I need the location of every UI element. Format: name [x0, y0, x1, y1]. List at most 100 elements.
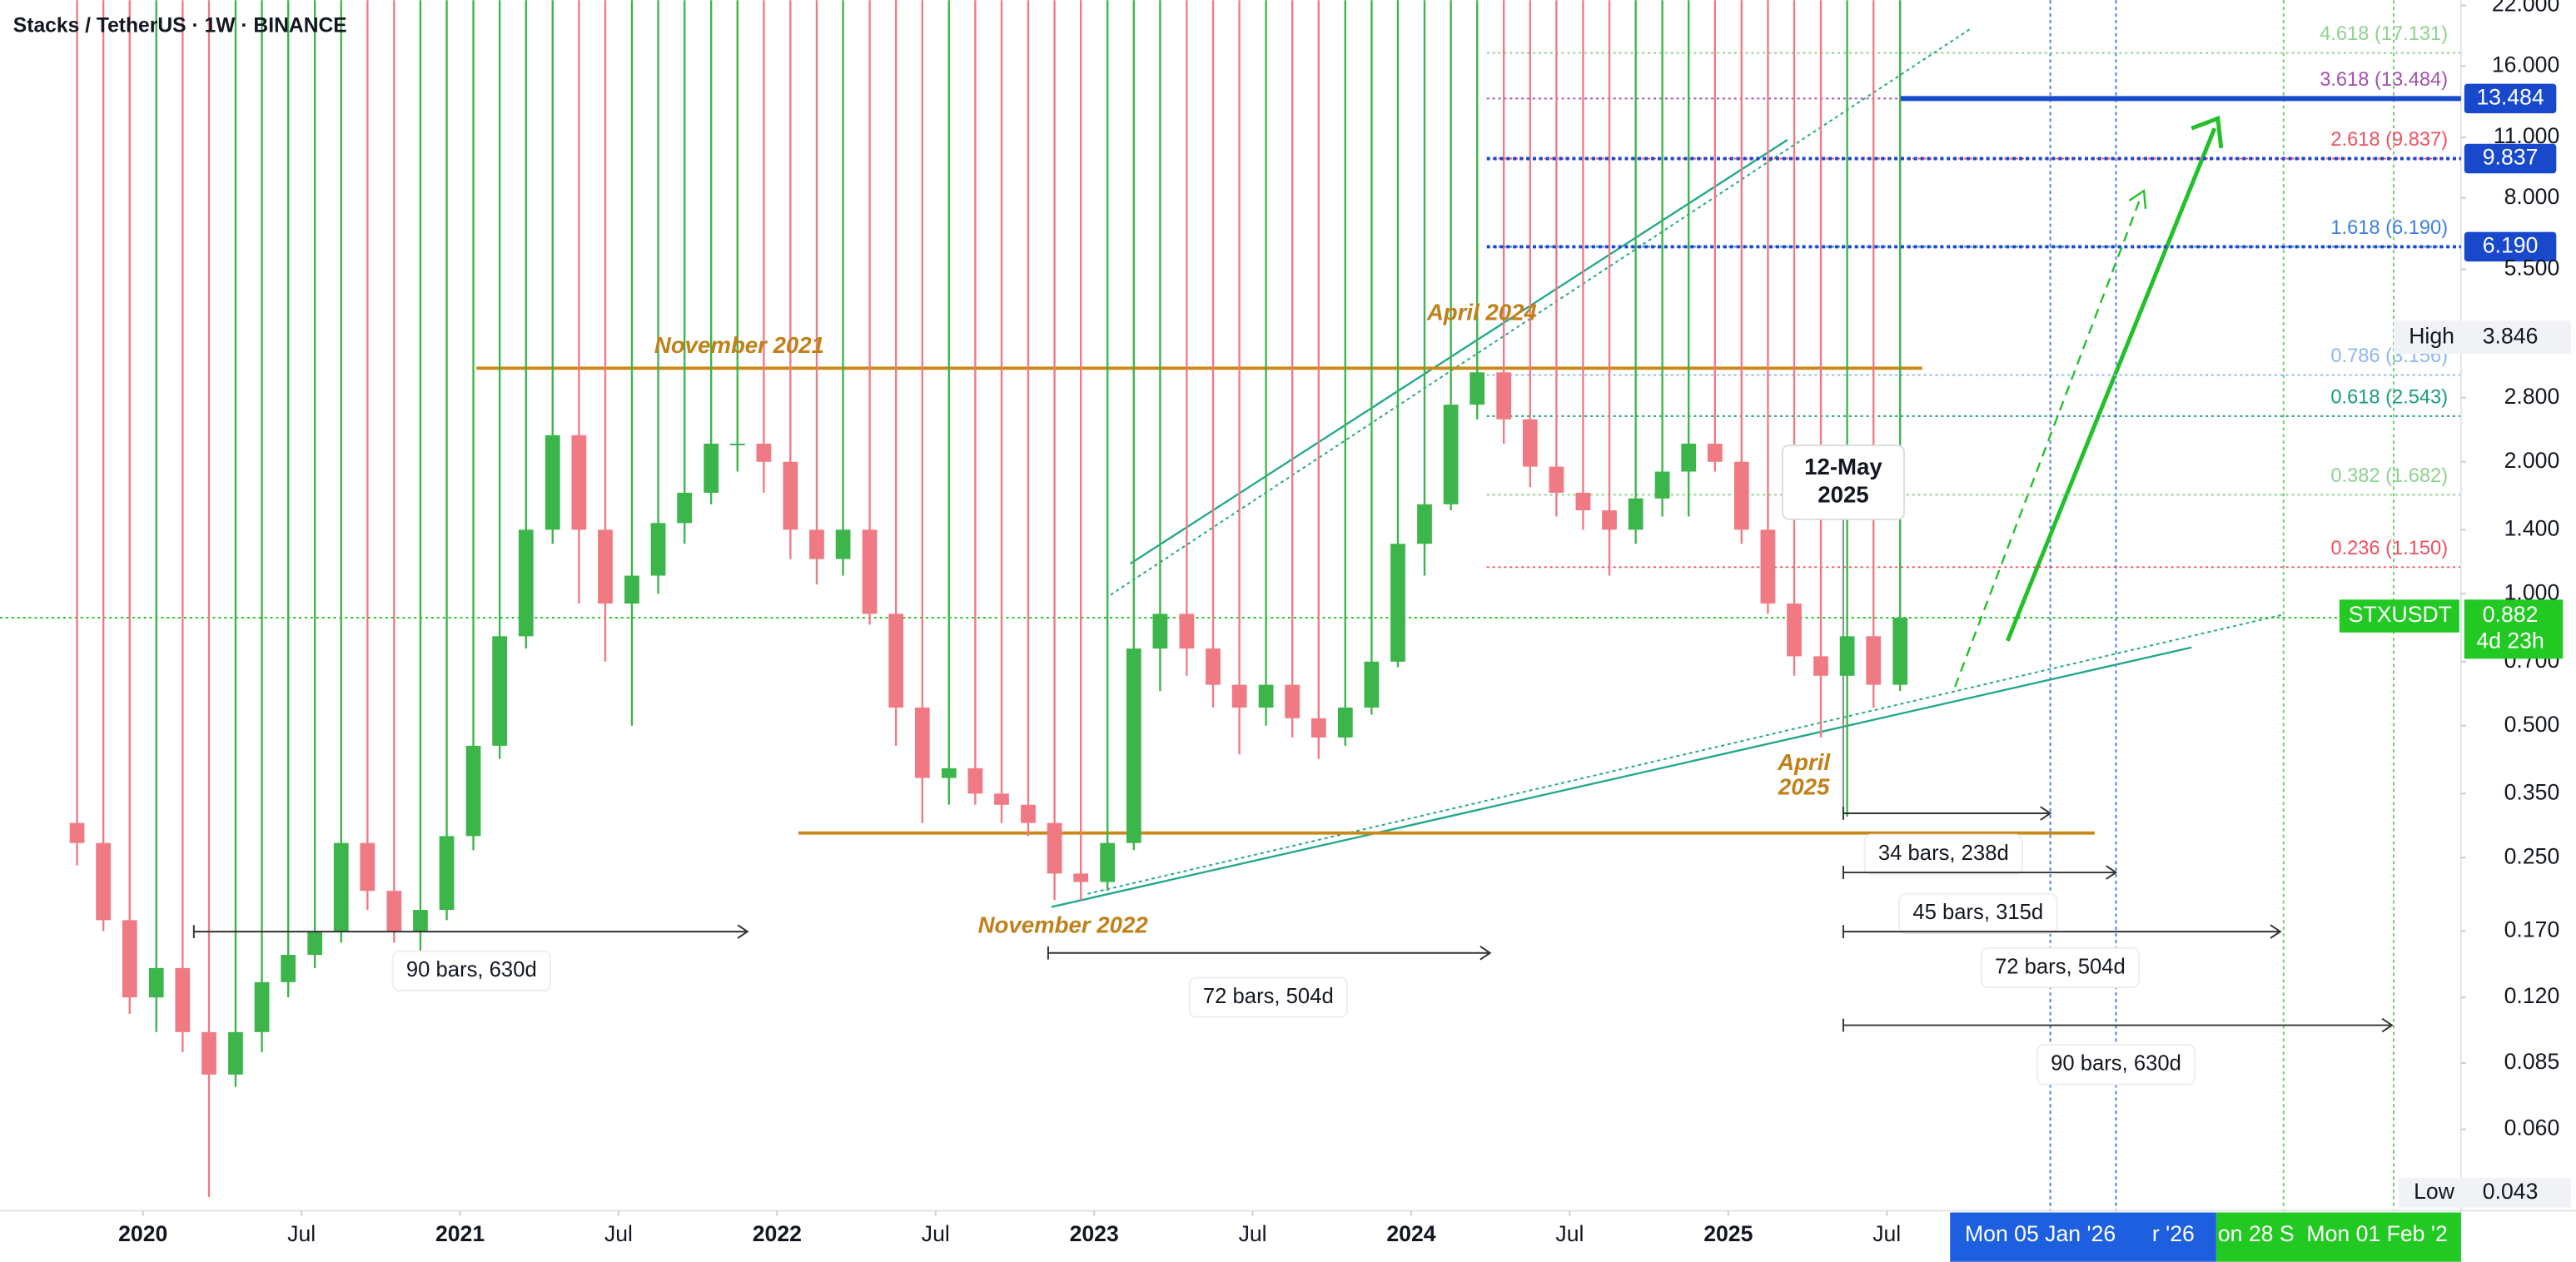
trend-line	[1110, 27, 1972, 596]
candle-body	[386, 891, 402, 932]
candle-body	[1258, 684, 1274, 708]
candle-body	[914, 707, 930, 778]
range-label: 72 bars, 504d	[1203, 985, 1334, 1008]
target-arrow	[2005, 127, 2217, 642]
candle-body	[1337, 707, 1353, 738]
candle-body	[650, 523, 666, 576]
trend-line	[1087, 614, 2284, 895]
candle-body	[1152, 614, 1168, 649]
x-tick-label: 2024	[1386, 1221, 1435, 1246]
last-badge-label: 0.882	[2483, 602, 2539, 627]
candle-body	[281, 955, 296, 982]
annotation: April 2024	[1426, 299, 1537, 325]
last-badge	[2339, 599, 2459, 633]
y-tick-label: 8.000	[2504, 184, 2560, 209]
high-badge	[2393, 320, 2572, 354]
arrow-head	[2191, 115, 2224, 149]
callout-text: 2025	[1818, 481, 1868, 507]
range-label-box	[1980, 946, 2141, 989]
time-badge-label: Mon 01 Feb '2	[2306, 1221, 2447, 1246]
time-badge-label: Mon 05 Jan '26	[1965, 1221, 2116, 1246]
low-badge-label: 0.043	[2483, 1179, 2539, 1204]
x-tick-label: Jul	[1872, 1221, 1901, 1246]
fib-label: 1.618 (6.190)	[2330, 217, 2448, 239]
time-badge	[1950, 1212, 2216, 1262]
annotation: 2025	[1778, 774, 1830, 800]
x-tick-label: 2025	[1703, 1221, 1753, 1246]
candle-body	[1892, 617, 1908, 685]
candle-body	[1813, 656, 1828, 676]
range-label: 34 bars, 238d	[1878, 842, 2009, 865]
candle-body	[1310, 718, 1326, 738]
candle-body	[704, 443, 719, 493]
range-arrow-head	[1479, 946, 1492, 961]
candle-body	[1021, 804, 1036, 823]
annotation: November 2022	[978, 912, 1149, 937]
fib-label: 4.618 (17.131)	[2320, 23, 2448, 45]
candle-body	[624, 575, 639, 604]
candle-body	[1628, 498, 1644, 530]
range-label: 45 bars, 315d	[1912, 901, 2043, 924]
range-label: 90 bars, 630d	[406, 958, 537, 981]
y-tick-label: 2.800	[2504, 384, 2560, 409]
range-label-box	[1898, 892, 2058, 935]
price-badge	[2464, 231, 2557, 262]
y-tick-label: 22.000	[2492, 0, 2559, 16]
range-label-box	[391, 950, 552, 992]
candle-body	[967, 768, 983, 794]
chart-title: Stacks / TetherUS · 1W · BINANCE	[13, 14, 347, 37]
range-arrow-head	[2040, 806, 2052, 821]
candle-body	[756, 443, 772, 462]
candle-body	[1549, 466, 1564, 493]
candle-body	[809, 529, 824, 559]
time-badge-label: r '26	[2152, 1221, 2195, 1246]
candle-body	[254, 981, 270, 1032]
range-label-box	[2036, 1044, 2196, 1086]
candle-body	[1073, 873, 1089, 882]
candle-body	[1760, 529, 1776, 604]
candle-body	[783, 461, 798, 530]
x-tick-label: Jul	[1239, 1221, 1267, 1246]
y-tick-label: 5.500	[2504, 255, 2560, 280]
candle-body	[1443, 405, 1459, 504]
y-tick-label: 2.000	[2504, 448, 2560, 473]
candle-body	[1047, 822, 1062, 874]
candle-body	[307, 931, 323, 956]
candle-body	[835, 529, 851, 559]
fib-label: 2.618 (9.837)	[2330, 129, 2448, 151]
x-tick-label: Jul	[604, 1221, 633, 1246]
x-tick-label: 2023	[1070, 1221, 1119, 1246]
x-tick-label: Jul	[287, 1221, 316, 1246]
plot: 4.618 (17.131) 3.618 (13.484) 2.618 (9.837…	[0, 0, 2461, 1198]
high-badge-label: 3.846	[2483, 323, 2539, 348]
candle-body	[1100, 842, 1116, 882]
range-arrow-head	[737, 924, 749, 939]
candle-body	[1179, 614, 1195, 649]
y-tick-label: 0.120	[2504, 983, 2560, 1008]
candle-body	[941, 768, 957, 778]
range-label-box	[1188, 976, 1349, 1018]
countdown: 4d 23h	[2476, 629, 2544, 653]
candle-body	[1866, 636, 1882, 685]
range-arrow-head	[2270, 924, 2282, 939]
y-tick-label: 0.250	[2504, 843, 2560, 868]
candle-body	[1496, 372, 1512, 420]
y-tick-label: 11.000	[2494, 123, 2559, 148]
candle-body	[1681, 443, 1697, 472]
candle-body	[96, 842, 112, 921]
y-tick-label: 0.500	[2504, 712, 2560, 737]
candle-body	[1839, 636, 1855, 676]
y-tick-label: 0.085	[2504, 1049, 2560, 1074]
low-badge	[2398, 1178, 2572, 1208]
candle-body	[1231, 684, 1247, 708]
fib-label: 0.618 (2.543)	[2330, 386, 2448, 408]
y-tick-label: 0.060	[2504, 1115, 2560, 1140]
callout-text: 12-May	[1804, 454, 1882, 479]
candle-body	[1707, 443, 1723, 462]
candle-body	[228, 1031, 243, 1075]
candle-body	[122, 920, 137, 998]
range-label: 90 bars, 630d	[2051, 1052, 2181, 1076]
price-badge	[2464, 83, 2557, 114]
last-badge-name: STXUSDT	[2349, 602, 2452, 627]
